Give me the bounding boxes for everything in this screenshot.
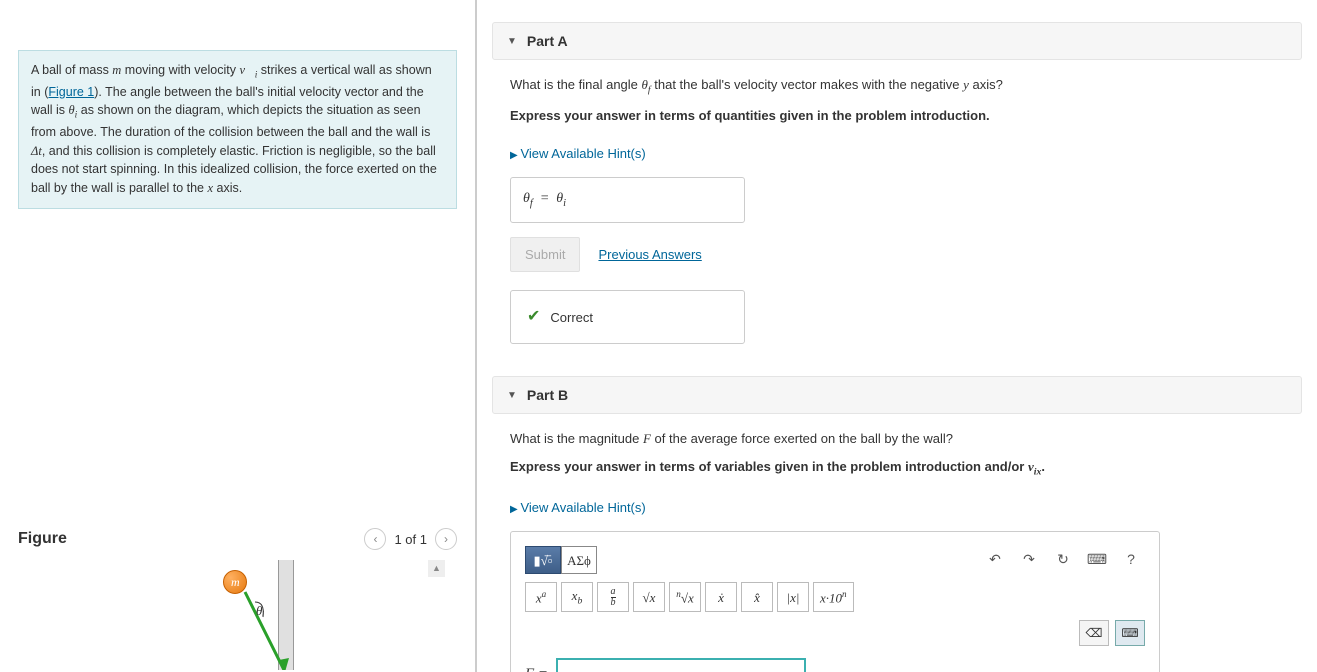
diagram: m θᵢ	[168, 560, 368, 670]
figure-counter: 1 of 1	[394, 532, 427, 547]
superscript-button[interactable]: xa	[525, 582, 557, 612]
problem-statement: A ball of mass m moving with velocity v⃗…	[18, 50, 457, 209]
part-b-title: Part B	[527, 387, 568, 403]
sqrt-button[interactable]: √x	[633, 582, 665, 612]
figure-title: Figure	[18, 530, 67, 548]
part-b-header[interactable]: ▼ Part B	[492, 376, 1302, 414]
backspace-button[interactable]: ⌫	[1079, 620, 1109, 646]
correct-label: Correct	[550, 308, 593, 328]
part-a-header[interactable]: ▼ Part A	[492, 22, 1302, 60]
scroll-up-icon[interactable]: ▲	[428, 560, 445, 577]
greek-tab[interactable]: ΑΣϕ	[561, 546, 597, 574]
subscript-button[interactable]: xb	[561, 582, 593, 612]
editor-toolbar: ▮√̅▫ ΑΣϕ ↶ ↷ ↻ ⌨ ?	[525, 546, 1145, 574]
part-a-submit-button: Submit	[510, 237, 580, 273]
abs-button[interactable]: |x|	[777, 582, 809, 612]
scientific-button[interactable]: x·10n	[813, 582, 854, 612]
left-panel: A ball of mass m moving with velocity v⃗…	[0, 0, 477, 672]
part-a-previous-link[interactable]: Previous Answers	[598, 245, 701, 265]
right-panel: ▼ Part A What is the final angle θf that…	[477, 0, 1317, 672]
templates-tab[interactable]: ▮√̅▫	[525, 546, 561, 574]
editor-buttons: xa xb ab √x n√x ẋ x̂ |x| x·10n	[525, 582, 1145, 612]
reset-icon[interactable]: ↻	[1049, 546, 1077, 572]
part-a-question: What is the final angle θf that the ball…	[510, 75, 1284, 98]
part-a-submit-row: Submit Previous Answers	[510, 237, 1284, 273]
part-b-hints-link[interactable]: View Available Hint(s)	[510, 498, 646, 518]
part-a-title: Part A	[527, 33, 568, 49]
caret-down-icon: ▼	[507, 36, 517, 47]
editor-right-tools: ↶ ↷ ↻ ⌨ ?	[981, 546, 1145, 574]
editor-tabs: ▮√̅▫ ΑΣϕ	[525, 546, 597, 574]
check-icon: ✔	[527, 305, 540, 329]
part-a-answer: θf = θi	[510, 177, 745, 223]
part-b-question: What is the magnitude F of the average f…	[510, 429, 1284, 449]
figure-header: Figure ‹ 1 of 1 ›	[18, 528, 457, 550]
redo-icon[interactable]: ↷	[1015, 546, 1043, 572]
part-a-hints-link[interactable]: View Available Hint(s)	[510, 144, 646, 164]
angle-label: θᵢ	[256, 603, 264, 619]
help-icon[interactable]: ?	[1117, 546, 1145, 572]
answer-input[interactable]	[556, 658, 806, 672]
xhat-button[interactable]: x̂	[741, 582, 773, 612]
keyboard-toggle-button[interactable]: ⌨	[1115, 620, 1145, 646]
velocity-arrow	[235, 582, 305, 670]
fraction-button[interactable]: ab	[597, 582, 629, 612]
problem-text: A ball of mass m moving with velocity v⃗…	[31, 63, 437, 195]
keyboard-icon[interactable]: ⌨	[1083, 546, 1111, 572]
xdot-button[interactable]: ẋ	[705, 582, 737, 612]
figure-link[interactable]: Figure 1	[48, 85, 94, 99]
part-a-correct-box: ✔ Correct	[510, 290, 745, 344]
editor-aux: ⌫ ⌨	[525, 620, 1145, 646]
figure-area: ▲ m θᵢ	[18, 560, 445, 670]
nthroot-button[interactable]: n√x	[669, 582, 701, 612]
part-a-body: What is the final angle θf that the ball…	[492, 60, 1302, 354]
figure-nav: ‹ 1 of 1 ›	[364, 528, 457, 550]
part-a-instruction: Express your answer in terms of quantiti…	[510, 106, 1284, 126]
figure-prev-button[interactable]: ‹	[364, 528, 386, 550]
part-b-instruction: Express your answer in terms of variable…	[510, 457, 1284, 480]
caret-down-icon: ▼	[507, 390, 517, 401]
figure-next-button[interactable]: ›	[435, 528, 457, 550]
equation-editor: ▮√̅▫ ΑΣϕ ↶ ↷ ↻ ⌨ ? xa xb ab √x	[510, 531, 1160, 672]
part-b-body: What is the magnitude F of the average f…	[492, 414, 1302, 672]
answer-input-row: F =	[525, 658, 1145, 672]
undo-icon[interactable]: ↶	[981, 546, 1009, 572]
answer-prefix: F =	[525, 663, 548, 672]
